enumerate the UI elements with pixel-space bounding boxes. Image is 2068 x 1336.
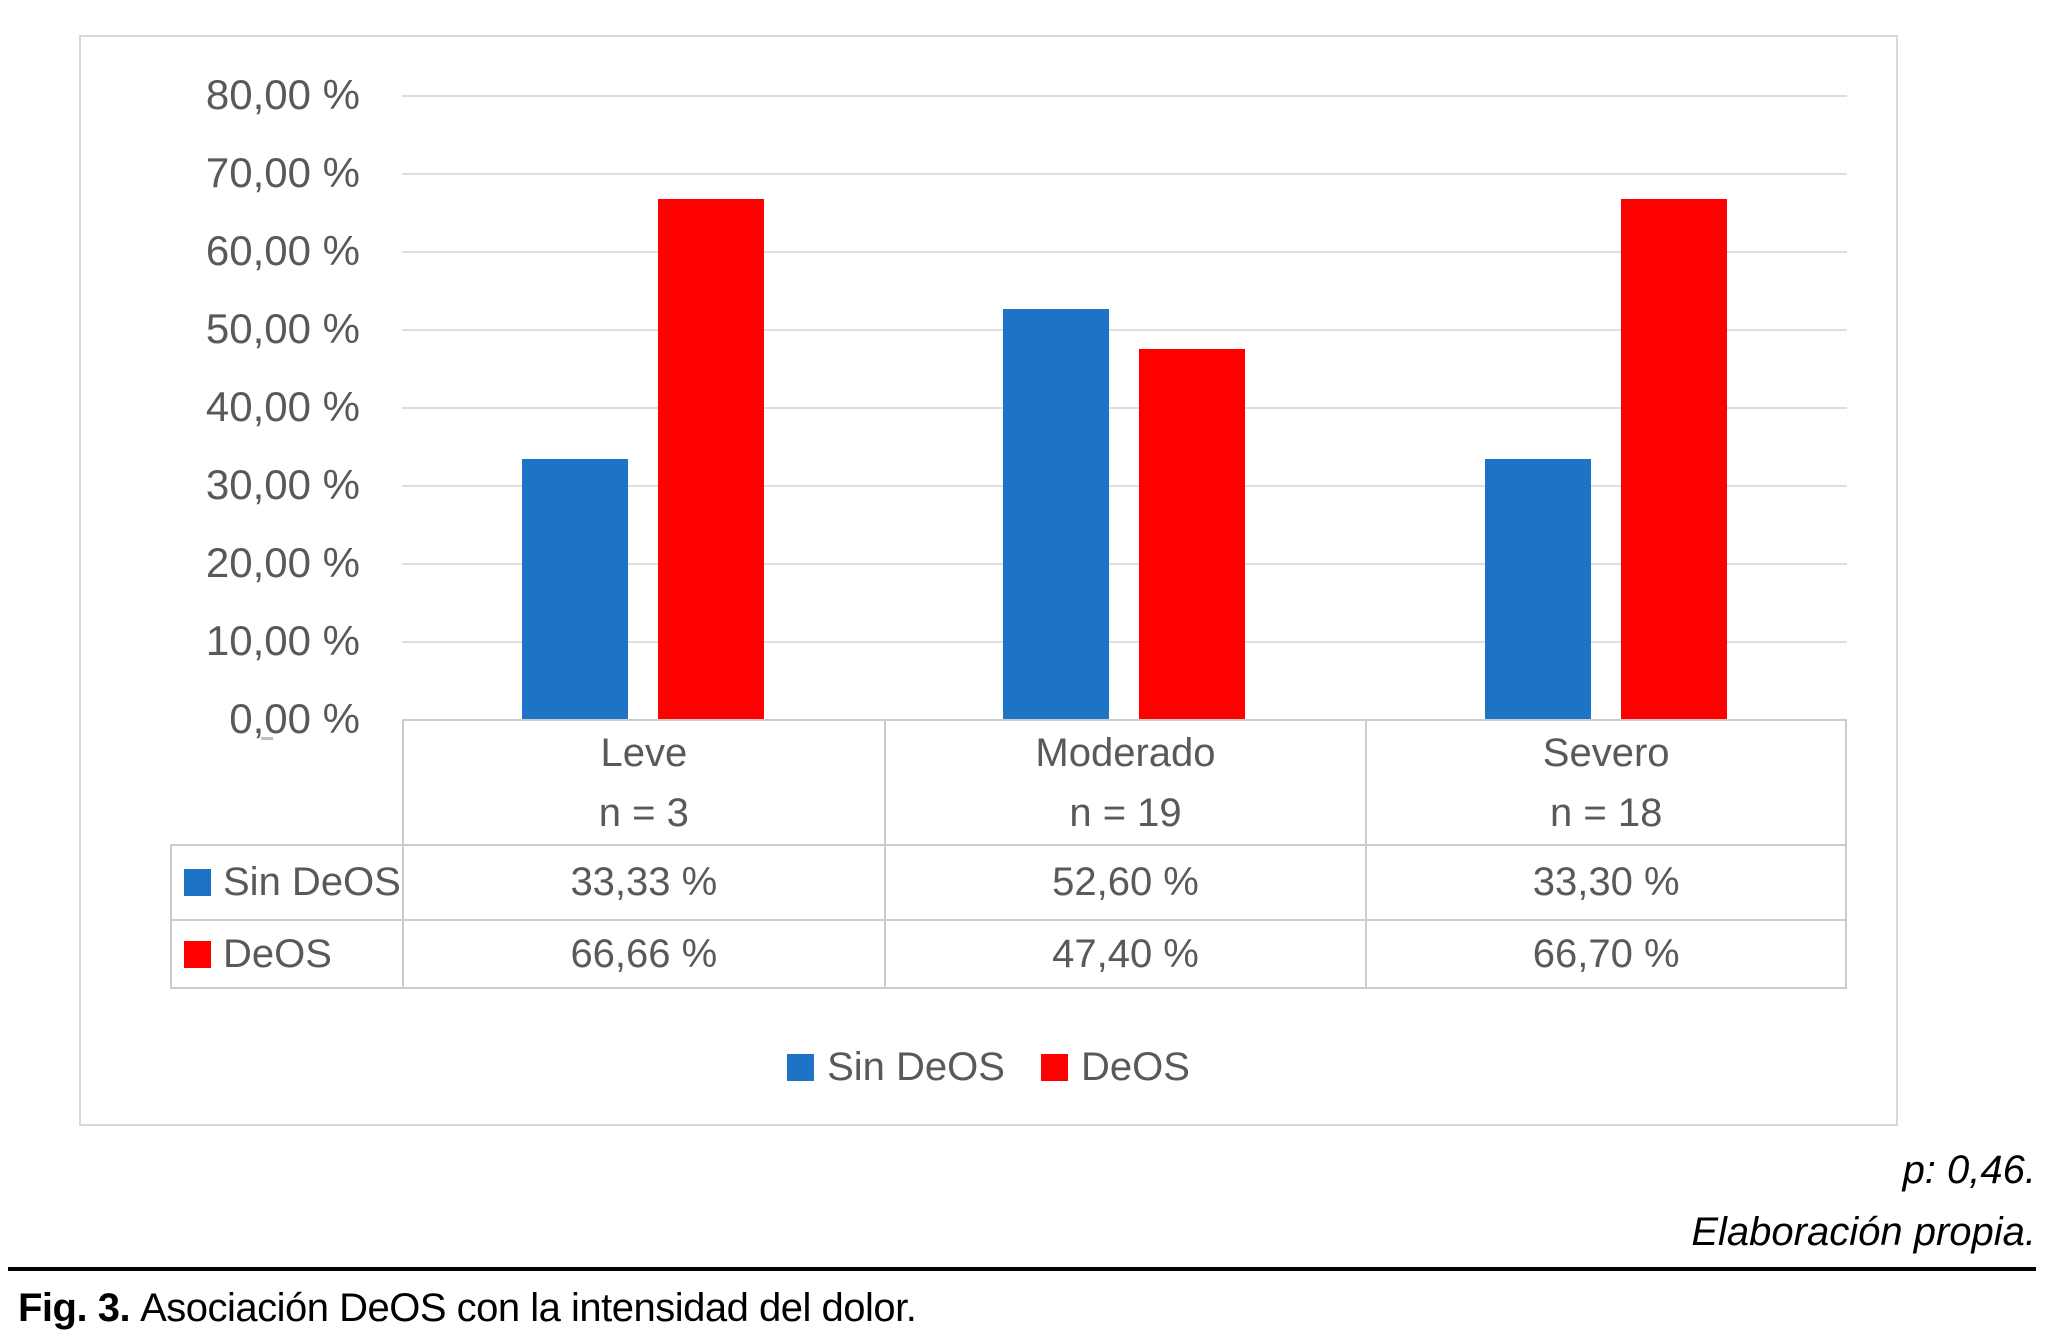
figure-caption: Fig. 3. Asociación DeOS con la intensidad…	[18, 1286, 917, 1330]
y-tick-70: 70,00 %	[205, 149, 360, 196]
y-tick-0: 0,00 %	[229, 695, 360, 742]
table-cell-deos-leve: 66,66 %	[402, 919, 884, 989]
legend-label: DeOS	[1080, 1045, 1190, 1089]
deos-swatch-icon	[1040, 1054, 1068, 1081]
legend-item-sin-deos: Sin DeOS	[787, 1045, 1005, 1090]
bar-group-leve	[522, 199, 764, 719]
gridline	[402, 329, 1847, 331]
legend-item-deos: DeOS	[1040, 1045, 1190, 1090]
bar-sin-deos-leve	[522, 459, 628, 719]
data-table: Leve n = 3 Moderado n = 19 Severo n = 18…	[170, 719, 1847, 989]
chart-legend: Sin DeOS DeOS	[81, 1045, 1896, 1090]
table-corner-cell	[170, 719, 402, 844]
deos-swatch-icon	[184, 940, 211, 968]
category-n: n = 3	[598, 790, 689, 835]
table-cell-sin-deos-severo: 33,30 %	[1365, 844, 1847, 919]
gridline	[402, 173, 1847, 175]
table-rowlabel-sin-deos: Sin DeOS	[170, 844, 402, 919]
axis-minor-tick	[261, 737, 273, 740]
figure-caption-text: Asociación DeOS con la intensidad del do…	[140, 1286, 917, 1330]
y-tick-60: 60,00 %	[205, 227, 360, 274]
category-label: Leve	[600, 730, 688, 775]
table-header-leve: Leve n = 3	[402, 719, 884, 844]
table-cell-sin-deos-moderado: 52,60 %	[883, 844, 1366, 919]
gridline	[402, 485, 1847, 487]
series-label: Sin DeOS	[223, 860, 401, 904]
series-label: DeOS	[223, 931, 332, 976]
table-cell-deos-moderado: 47,40 %	[883, 919, 1366, 989]
category-label: Moderado	[1035, 730, 1216, 775]
figure-label: Fig. 3.	[18, 1286, 131, 1330]
sin-deos-swatch-icon	[184, 869, 211, 896]
table-cell-sin-deos-leve: 33,33 %	[402, 844, 884, 919]
plot-area	[402, 95, 1847, 719]
table-header-severo: Severo n = 18	[1365, 719, 1847, 844]
y-tick-40: 40,00 %	[205, 383, 360, 430]
y-tick-80: 80,00 %	[205, 71, 360, 118]
gridline	[402, 641, 1847, 643]
table-header-moderado: Moderado n = 19	[883, 719, 1366, 844]
footnotes: p: 0,46. Elaboración propia.	[1691, 1146, 2036, 1256]
source-text: Elaboración propia.	[1691, 1210, 2036, 1254]
y-tick-10: 10,00 %	[205, 617, 360, 664]
category-n: n = 18	[1549, 790, 1663, 835]
bar-group-moderado	[1003, 309, 1245, 719]
bar-deos-leve	[658, 199, 764, 719]
category-n: n = 19	[1069, 790, 1182, 835]
bar-group-severo	[1485, 199, 1727, 719]
table-cell-deos-severo: 66,70 %	[1365, 919, 1847, 989]
gridline	[402, 407, 1847, 409]
bar-deos-severo	[1621, 199, 1727, 719]
y-tick-50: 50,00 %	[205, 305, 360, 352]
p-value-text: p: 0,46.	[1902, 1148, 2036, 1192]
y-tick-20: 20,00 %	[205, 539, 360, 586]
chart-frame: 80,00 % 70,00 % 60,00 % 50,00 % 40,00 % …	[79, 35, 1898, 1126]
caption-divider	[8, 1267, 2036, 1271]
bar-deos-moderado	[1139, 349, 1245, 719]
legend-label: Sin DeOS	[827, 1045, 1005, 1089]
gridline	[402, 563, 1847, 565]
category-label: Severo	[1542, 730, 1670, 775]
bar-sin-deos-moderado	[1003, 309, 1109, 719]
gridline	[402, 95, 1847, 97]
gridline	[402, 251, 1847, 253]
sin-deos-swatch-icon	[787, 1054, 815, 1081]
bar-sin-deos-severo	[1485, 459, 1591, 719]
table-rowlabel-deos: DeOS	[170, 919, 402, 989]
y-tick-30: 30,00 %	[205, 461, 360, 508]
